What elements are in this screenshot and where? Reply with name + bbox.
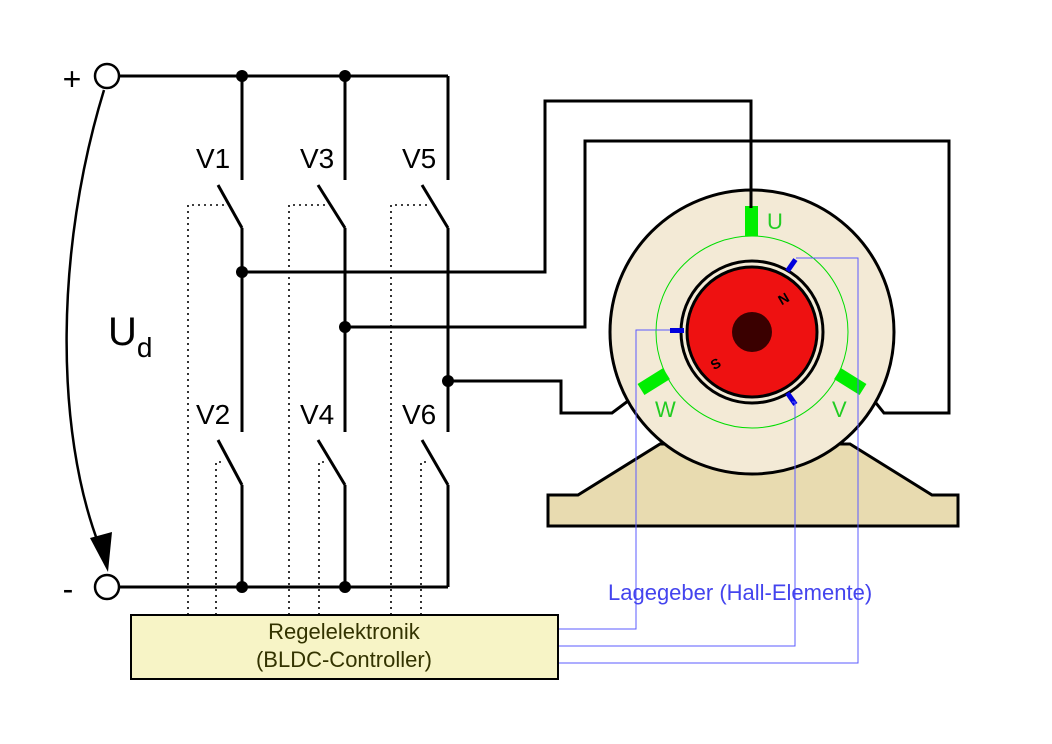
controller-subtitle: (BLDC-Controller) (256, 647, 432, 672)
controller-box: Regelelektronik (BLDC-Controller) (130, 614, 559, 680)
voltage-arrow (65, 89, 106, 546)
phase-label-v: V (832, 397, 847, 422)
hall-sensor-left (670, 328, 684, 333)
plus-terminal (93, 62, 121, 90)
plus-label: + (63, 61, 82, 97)
hall-signal-wires: Lagegeber (Hall-Elemente) (558, 257, 872, 664)
minus-terminal (93, 573, 121, 601)
switch-label-v3: V3 (300, 143, 334, 174)
voltage-arrowhead (90, 532, 112, 572)
coil-w (637, 368, 670, 396)
phase-label-w: W (655, 397, 676, 422)
motor: N S U V W (608, 188, 896, 476)
coil-u (745, 206, 758, 236)
phase-wires (242, 99, 951, 415)
inverter-bridge: V1 V3 V5 V2 V4 V6 (196, 70, 454, 593)
voltage-label: Ud (108, 310, 152, 363)
motor-base (546, 442, 960, 528)
rotor-shaft (732, 312, 772, 352)
hall-sensor-top (785, 258, 798, 273)
switch-label-v2: V2 (196, 399, 230, 430)
minus-label: - (63, 571, 74, 607)
switch-label-v4: V4 (300, 399, 334, 430)
gate-control-lines (187, 204, 430, 615)
switch-label-v1: V1 (196, 143, 230, 174)
switch-label-v5: V5 (402, 143, 436, 174)
phase-label-u: U (767, 209, 783, 234)
dc-supply-rails: + - Ud (63, 61, 448, 607)
hall-sensor-label: Lagegeber (Hall-Elemente) (608, 580, 872, 605)
controller-title: Regelelektronik (268, 619, 421, 644)
switch-label-v6: V6 (402, 399, 436, 430)
